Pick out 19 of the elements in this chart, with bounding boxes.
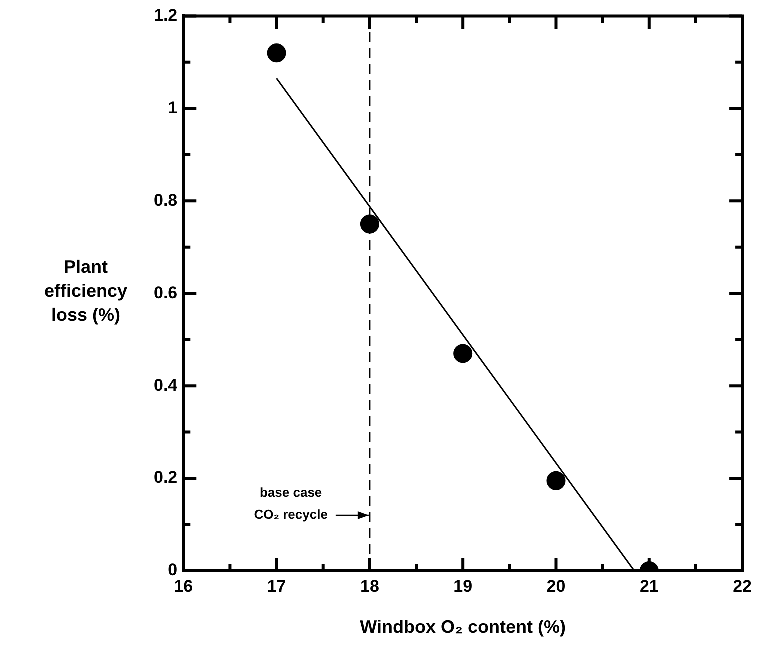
y-tick-label: 1.2 (154, 6, 178, 25)
point (546, 471, 566, 490)
y-tick-label: 0.4 (154, 376, 178, 395)
y-tick-label: 0.6 (154, 283, 178, 302)
x-tick-label: 18 (360, 576, 380, 596)
annotation: base case CO₂ recycle (254, 485, 328, 522)
x-tick-label: 19 (454, 576, 473, 596)
x-tick-label: 22 (733, 576, 752, 596)
x-tick-label: 20 (546, 576, 566, 596)
point (267, 44, 286, 63)
y-tick-label: 1 (168, 98, 178, 118)
y-axis-title: Plant efficiency loss (%) (43, 256, 129, 327)
x-axis-title: Windbox O₂ content (%) (360, 617, 566, 638)
y-tick-label: 0.2 (154, 468, 178, 488)
y-tick-label: 0.8 (154, 190, 178, 210)
point (454, 344, 473, 364)
point (360, 214, 380, 234)
x-tick-label: 17 (267, 576, 286, 596)
x-tick-label: 21 (640, 576, 659, 596)
